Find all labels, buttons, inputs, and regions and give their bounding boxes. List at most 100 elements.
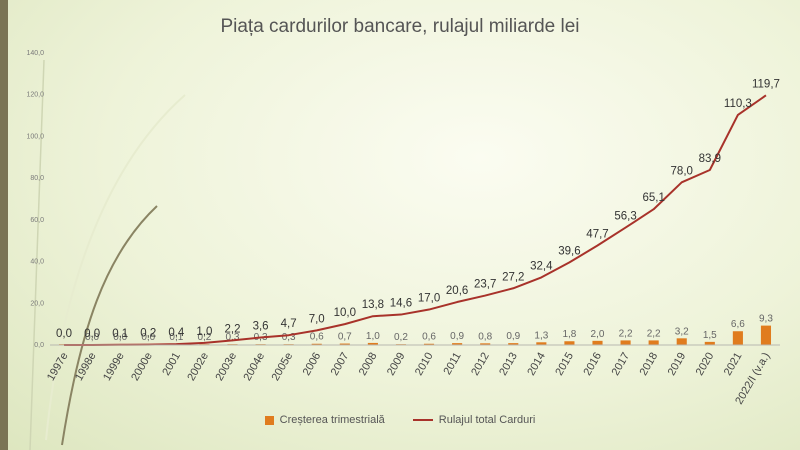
decorative-curves	[29, 59, 186, 450]
y-tick-label: 60,0	[30, 217, 44, 224]
x-tick-label: 2019	[666, 351, 689, 378]
line-data-label: 0,0	[56, 328, 72, 340]
line-data-label: 39,6	[558, 245, 580, 257]
legend-label-bars: Creșterea trimestrială	[279, 414, 385, 426]
x-tick-label: 2008	[357, 351, 380, 378]
x-tick-label: 2002e	[185, 351, 211, 383]
bar-data-label: 0,0	[85, 332, 99, 343]
legend-swatch-bars	[264, 415, 274, 425]
bar	[564, 341, 575, 345]
x-tick-label: 2020	[694, 351, 717, 378]
x-tick-label: 2013	[497, 351, 520, 378]
bar-data-label: 0,7	[338, 332, 352, 343]
chart-title: Piața cardurilor bancare, rulajul miliar…	[220, 16, 580, 37]
bar	[452, 343, 463, 345]
line-data-label: 10,0	[334, 307, 356, 319]
bar	[367, 342, 378, 345]
decorative-curve-3	[29, 59, 45, 450]
bar	[339, 343, 350, 345]
bar-data-label: 0,9	[506, 331, 520, 342]
line-data-label: 56,3	[614, 211, 636, 223]
y-tick-label: 20,0	[30, 300, 44, 307]
x-axis: 1997e 1998e 1999e 2000e 2001 2002e 2003e 2004e 2…	[45, 344, 780, 407]
bar	[648, 340, 659, 345]
line-data-label: 83,9	[699, 153, 721, 165]
line-data-label: 27,2	[502, 271, 524, 283]
line-data-label: 17,0	[418, 293, 440, 305]
line-data-label: 23,7	[474, 279, 496, 291]
y-axis: 0,0 20,0 40,0 60,0 80,0 100,0 120,0 140,0	[26, 50, 44, 349]
bar-data-label: 2,2	[647, 328, 661, 339]
bar-data-label: 6,6	[731, 319, 745, 330]
x-tick-label: 2009	[385, 351, 408, 378]
line-data-label: 0,0	[84, 328, 100, 340]
bar-data-label: 0,8	[478, 331, 492, 342]
bar	[311, 343, 322, 345]
y-tick-label: 100,0	[26, 133, 44, 140]
line-path	[64, 94, 767, 346]
bar-series: 0,0 0,0 0,0 0,1 0,2 0,3 0,3 0,3 0,6 0,7 1,0 0,2 0,6 0…	[58, 314, 773, 345]
line-series: 0,0 0,0 0,1 0,2 0,4 1,0 2,2 3,6 4,7 7,010,013,8 14…	[56, 78, 780, 346]
line-data-label: 0,2	[140, 328, 156, 340]
bar-data-label: 0,9	[450, 331, 464, 342]
line-data-label: 7,0	[309, 313, 325, 325]
bar	[704, 341, 715, 345]
x-tick-label: 2015	[553, 351, 576, 378]
bar	[423, 343, 435, 345]
line-data-label: 0,4	[168, 327, 185, 339]
bar-data-label: 1,5	[703, 330, 717, 341]
line-data-label: 13,8	[362, 299, 384, 311]
x-tick-label: 2016	[581, 351, 604, 378]
y-tick-label: 140,0	[26, 50, 44, 57]
decorative-curve-2	[61, 205, 158, 446]
bar	[480, 343, 491, 345]
line-data-label: 1,0	[196, 326, 212, 338]
legend-label-line: Rulajul total Carduri	[438, 414, 536, 426]
x-tick-label: 2010	[413, 351, 436, 378]
bar-data-label: 0,0	[141, 332, 155, 343]
bar-data-label: 0,0	[113, 332, 127, 343]
x-tick-label: 2004e	[241, 351, 267, 383]
x-tick-label: 2001	[160, 351, 183, 378]
x-tick-label: 2003e	[213, 351, 239, 383]
legend-item-bars: Creșterea trimestrială	[264, 414, 385, 426]
decorative-curve-1	[45, 94, 186, 441]
line-data-label: 65,1	[642, 192, 664, 204]
bar-data-label: 0,6	[310, 332, 324, 343]
bar-data-label: 3,2	[675, 326, 689, 337]
bar	[676, 338, 687, 345]
x-tick-label: 2018	[638, 351, 661, 378]
bar	[620, 340, 631, 345]
x-tick-label: 2021	[722, 351, 745, 378]
bar-data-label: 0,6	[422, 332, 436, 343]
bar-data-label: 1,3	[534, 330, 548, 341]
bar-data-label: 0,3	[282, 332, 296, 343]
line-data-label: 20,6	[446, 285, 468, 297]
line-data-label: 110,3	[724, 98, 752, 110]
bar-data-label: 0,3	[226, 332, 240, 343]
line-data-label: 47,7	[586, 229, 608, 241]
line-data-label: 0,1	[112, 328, 128, 340]
bar-data-label: 1,0	[366, 331, 380, 342]
line-data-label: 119,7	[752, 78, 780, 90]
bar-data-label: 1,8	[562, 329, 576, 340]
line-data-label: 78,0	[671, 165, 693, 177]
x-tick-label: 2011	[441, 351, 463, 377]
slide-side-bar	[0, 0, 8, 450]
y-tick-label: 40,0	[30, 259, 44, 266]
bar	[732, 331, 743, 345]
x-tick-label: 1997e	[45, 351, 71, 383]
x-tick-label: 1999e	[101, 351, 127, 383]
legend-swatch-line	[412, 419, 433, 421]
bar-data-label: 0,1	[169, 332, 183, 343]
bar	[536, 342, 547, 345]
line-data-label: 4,7	[281, 318, 297, 330]
line-data-label: 3,6	[253, 320, 269, 332]
line-data-label: 32,4	[530, 260, 553, 272]
x-tick-label: 2014	[525, 351, 548, 378]
bar-data-label: 2,0	[591, 329, 605, 340]
x-tick-label: 2017	[610, 351, 633, 378]
x-tick-label: 2005e	[270, 351, 296, 383]
